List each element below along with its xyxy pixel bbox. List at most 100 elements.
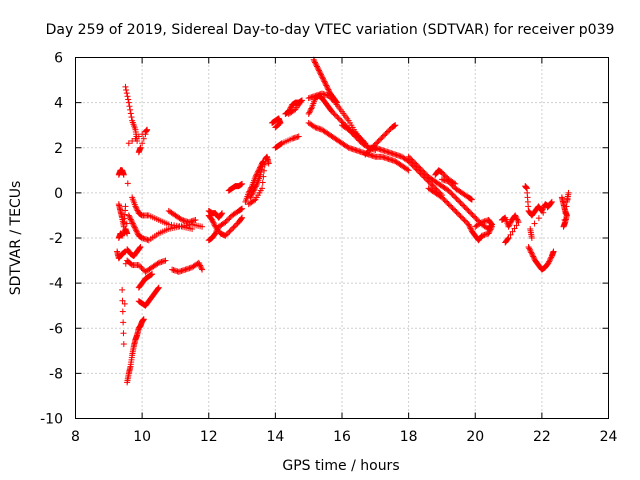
data-point — [539, 206, 546, 213]
data-point — [465, 221, 472, 228]
data-point — [119, 286, 126, 293]
data-point — [405, 167, 412, 174]
data-point — [119, 232, 126, 239]
data-point — [135, 133, 142, 140]
data-point — [132, 203, 139, 210]
data-point — [440, 170, 447, 177]
data-point — [132, 135, 139, 142]
data-point — [125, 99, 132, 106]
data-point — [254, 180, 261, 187]
data-point — [454, 210, 461, 217]
data-point — [305, 110, 312, 117]
data-point — [135, 262, 142, 269]
data-point — [316, 67, 323, 74]
data-point — [469, 211, 476, 218]
y-tick-label: -2 — [49, 231, 63, 247]
data-point — [312, 60, 319, 67]
data-point — [448, 190, 455, 197]
data-point — [331, 111, 338, 118]
data-point — [149, 271, 156, 278]
data-point — [192, 216, 199, 223]
data-point — [312, 59, 319, 66]
data-point — [128, 114, 135, 121]
data-point — [314, 64, 321, 71]
data-point — [414, 163, 421, 170]
data-point — [138, 264, 145, 271]
data-point — [515, 219, 522, 226]
data-point — [404, 166, 411, 173]
data-point — [376, 136, 383, 143]
data-point — [452, 180, 459, 187]
data-point — [527, 248, 534, 255]
data-point — [418, 167, 425, 174]
data-point — [514, 217, 521, 224]
data-point — [458, 201, 465, 208]
data-point — [528, 235, 535, 241]
data-point — [454, 197, 461, 204]
data-point — [406, 155, 413, 162]
data-point — [265, 160, 272, 167]
data-point — [133, 228, 140, 235]
data-point — [307, 108, 314, 115]
data-point — [322, 81, 329, 88]
x-tick-label: 24 — [600, 429, 618, 445]
data-point — [197, 263, 204, 270]
data-point — [249, 190, 256, 197]
plot-frame — [75, 57, 609, 419]
data-point — [548, 199, 555, 206]
data-point — [260, 173, 267, 180]
data-point — [512, 213, 519, 220]
data-point — [540, 209, 547, 216]
data-point — [525, 244, 532, 251]
y-tick-label: 4 — [54, 96, 63, 112]
data-point — [123, 86, 130, 93]
y-tick-label: 0 — [54, 186, 63, 202]
data-point — [225, 216, 232, 223]
data-point — [124, 180, 131, 187]
data-point — [562, 210, 569, 217]
data-point — [328, 95, 335, 102]
data-point — [125, 212, 132, 219]
data-point — [231, 223, 238, 230]
data-point — [356, 137, 363, 144]
data-point — [124, 93, 131, 100]
y-tick-label: -6 — [49, 321, 63, 337]
data-point — [137, 244, 144, 251]
data-point — [227, 227, 234, 234]
data-point — [506, 222, 513, 229]
data-point — [380, 132, 387, 139]
data-point — [324, 85, 331, 92]
data-point — [446, 188, 453, 195]
data-point — [467, 225, 474, 232]
data-point — [136, 244, 143, 251]
data-point — [122, 260, 129, 267]
data-point — [449, 191, 456, 198]
data-point — [488, 220, 495, 227]
data-point — [127, 106, 134, 113]
x-tick-label: 22 — [533, 429, 551, 445]
data-point — [502, 238, 509, 245]
data-point — [561, 216, 568, 223]
data-point — [319, 74, 326, 81]
data-point — [560, 223, 567, 230]
data-point — [124, 230, 131, 237]
data-point — [327, 94, 334, 101]
data-point — [438, 169, 445, 176]
data-point — [225, 230, 232, 237]
x-tick-label: 20 — [466, 429, 484, 445]
data-point — [354, 136, 361, 143]
data-point — [461, 203, 468, 210]
data-point — [253, 172, 260, 179]
data-point — [449, 205, 456, 212]
data-point — [450, 193, 457, 200]
data-point — [514, 216, 521, 223]
data-point — [544, 204, 551, 211]
data-point — [485, 230, 492, 237]
data-point — [140, 316, 147, 323]
data-point — [330, 110, 337, 117]
data-point — [526, 246, 533, 253]
data-point — [318, 71, 325, 78]
data-point — [546, 257, 553, 264]
data-point — [526, 245, 533, 252]
data-point — [199, 266, 206, 273]
